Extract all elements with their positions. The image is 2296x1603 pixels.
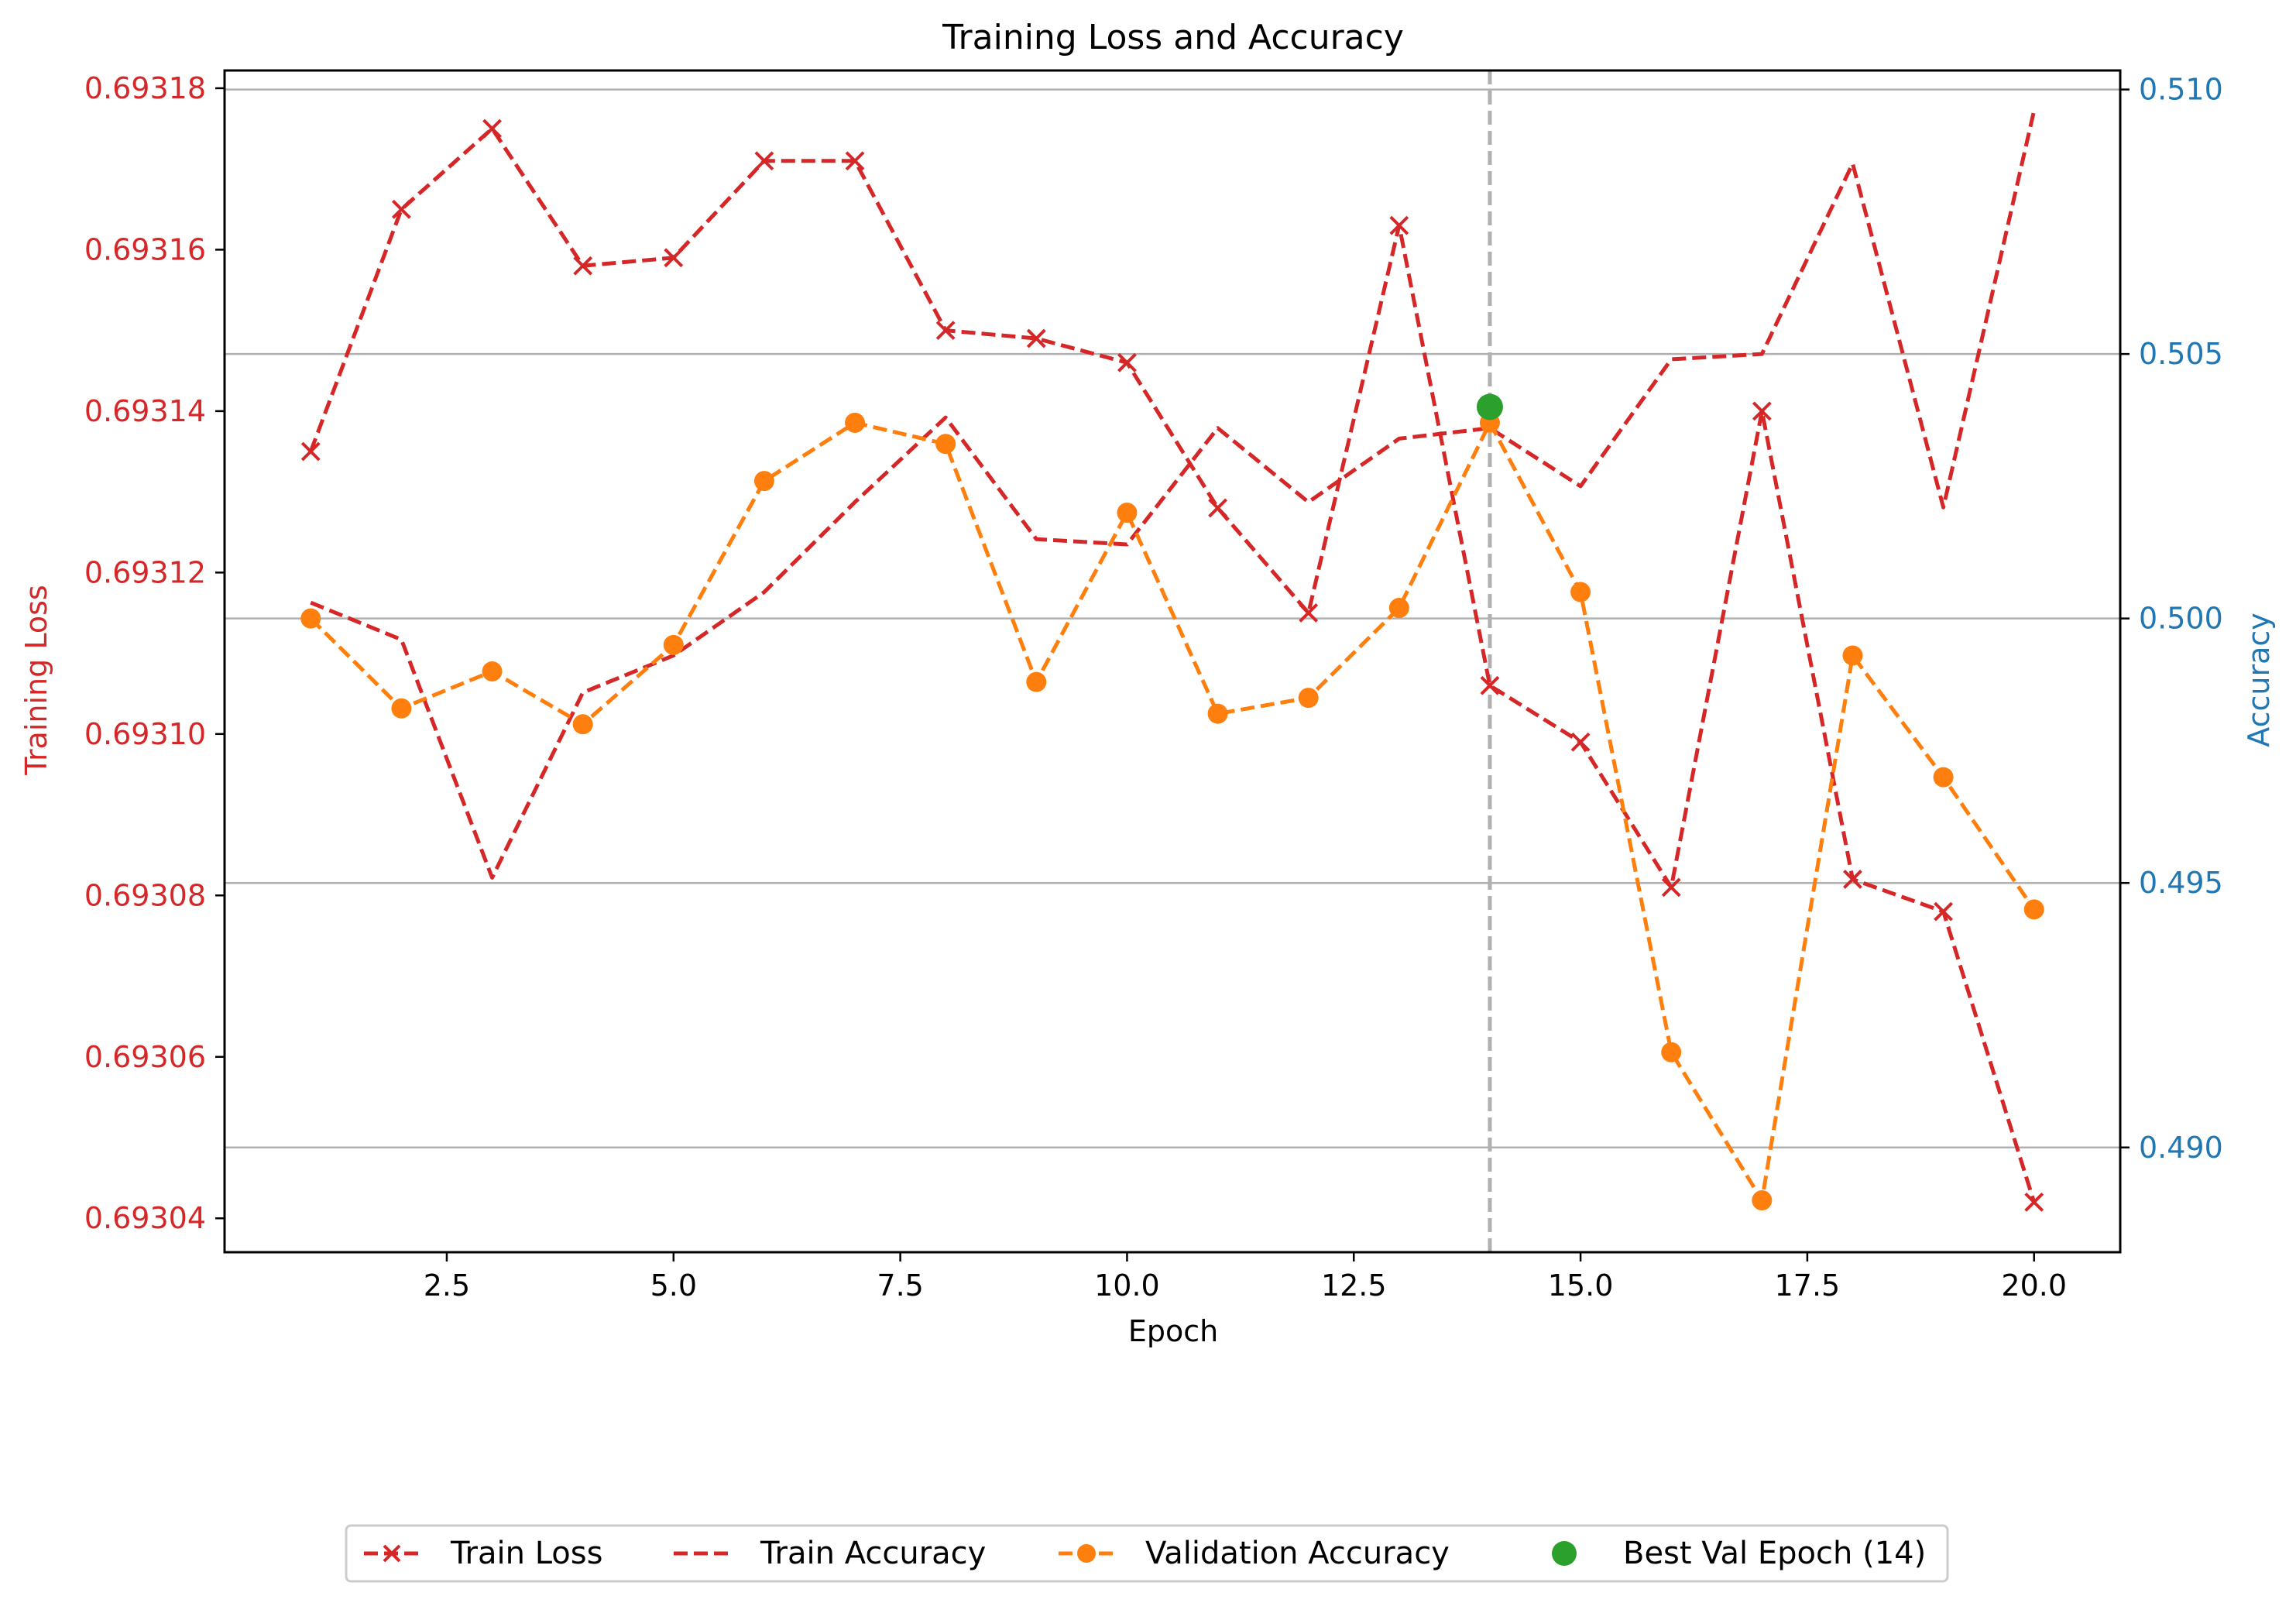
- series-line: [309, 420, 2036, 1203]
- data-point: [2024, 1192, 2044, 1212]
- data-point: [1298, 688, 1319, 709]
- data-point: [1752, 401, 1772, 421]
- data-point: [1026, 328, 1046, 348]
- y-left-tick-label: 0.69310: [84, 717, 206, 751]
- y-left-tick-label: 0.69306: [84, 1040, 206, 1074]
- x-axis-label: Epoch: [1128, 1314, 1218, 1348]
- legend-train-loss-marker: [383, 1544, 401, 1563]
- data-point: [1570, 732, 1591, 752]
- data-point: [753, 471, 774, 492]
- data-point: [1570, 582, 1591, 602]
- y-right-tick-label: 0.490: [2139, 1131, 2223, 1165]
- grid-layer: [225, 88, 2120, 1149]
- series-3: [1476, 393, 1503, 420]
- y-right-tick-label: 0.495: [2139, 866, 2223, 900]
- data-point: [1117, 352, 1137, 372]
- data-point: [1843, 870, 1862, 889]
- data-point: [1934, 901, 1954, 922]
- axes-layer: 2.5 5.0 7.5 10.0 12.5 15.0 17.5 20.0 0.69304 0.69…: [84, 69, 2223, 1303]
- y-right-tick-label: 0.505: [2139, 337, 2223, 371]
- legend: Train Loss Train Accuracy Validation Acc…: [345, 1524, 1949, 1583]
- x-tick-label: 5.0: [650, 1268, 697, 1303]
- data-point: [1842, 645, 1863, 666]
- x-tick-label: 20.0: [2001, 1268, 2067, 1303]
- chart-title: Training Loss and Accuracy: [942, 18, 1404, 57]
- legend-validation-accuracy-marker: [1077, 1544, 1096, 1563]
- data-point: [300, 441, 321, 462]
- data-point: [391, 199, 411, 219]
- y-left-tick-label: 0.69314: [84, 394, 206, 428]
- y-left-axis-label: Training Loss: [19, 585, 53, 775]
- data-point: [1208, 498, 1227, 518]
- x-tick-label: 17.5: [1775, 1268, 1841, 1303]
- y-left-tick-label: 0.69316: [84, 232, 206, 266]
- data-point: [845, 412, 866, 433]
- data-point: [663, 634, 684, 655]
- y-right-tick-label: 0.500: [2139, 602, 2223, 636]
- plot-frame: [223, 69, 2122, 1254]
- x-tick-label: 12.5: [1321, 1268, 1387, 1303]
- y-right-axis-label: Accuracy: [2242, 613, 2276, 747]
- data-point: [1752, 1190, 1773, 1211]
- x-tick-label: 2.5: [424, 1268, 470, 1303]
- data-point: [482, 661, 503, 681]
- data-point: [482, 118, 502, 139]
- data-point: [664, 248, 684, 268]
- data-point: [1661, 877, 1681, 898]
- series-0: [300, 118, 2044, 1212]
- legend-train-accuracy-label: Train Accuracy: [760, 1536, 986, 1571]
- data-point: [1661, 1042, 1682, 1062]
- data-point: [2023, 899, 2044, 920]
- y-left-tick-label: 0.69318: [84, 71, 206, 105]
- series-layer: [300, 110, 2044, 1212]
- x-tick-label: 10.0: [1094, 1268, 1160, 1303]
- series-2: [300, 412, 2044, 1211]
- legend-best-val-marker: [1552, 1541, 1577, 1566]
- y-left-tick-label: 0.69308: [84, 878, 206, 912]
- y-right-tick-label: 0.510: [2139, 73, 2223, 107]
- series-line: [308, 126, 2037, 1203]
- data-point: [754, 151, 774, 171]
- data-point: [1207, 703, 1228, 724]
- legend-best-val-label: Best Val Epoch (14): [1623, 1536, 1926, 1571]
- data-point: [1299, 603, 1319, 623]
- y-left-tick-label: 0.69312: [84, 555, 206, 589]
- legend-validation-accuracy-label: Validation Accuracy: [1145, 1536, 1450, 1571]
- data-point: [1480, 675, 1500, 695]
- data-point: [1933, 767, 1954, 788]
- data-point: [1388, 598, 1409, 619]
- data-point: [1117, 503, 1138, 523]
- data-point: [1476, 393, 1503, 420]
- y-left-tick-label: 0.69304: [84, 1201, 206, 1235]
- legend-train-loss-label: Train Loss: [450, 1536, 602, 1571]
- data-point: [300, 608, 321, 629]
- data-point: [935, 321, 956, 341]
- series-line: [310, 110, 2037, 880]
- data-point: [935, 434, 956, 455]
- legend-frame: [345, 1524, 1949, 1583]
- data-point: [1389, 215, 1409, 235]
- x-tick-label: 7.5: [877, 1268, 923, 1303]
- data-point: [391, 698, 412, 719]
- x-tick-label: 15.0: [1548, 1268, 1614, 1303]
- data-point: [845, 151, 865, 171]
- data-point: [1026, 671, 1047, 692]
- data-point: [573, 256, 593, 276]
- series-1: [310, 110, 2037, 880]
- data-point: [572, 714, 593, 735]
